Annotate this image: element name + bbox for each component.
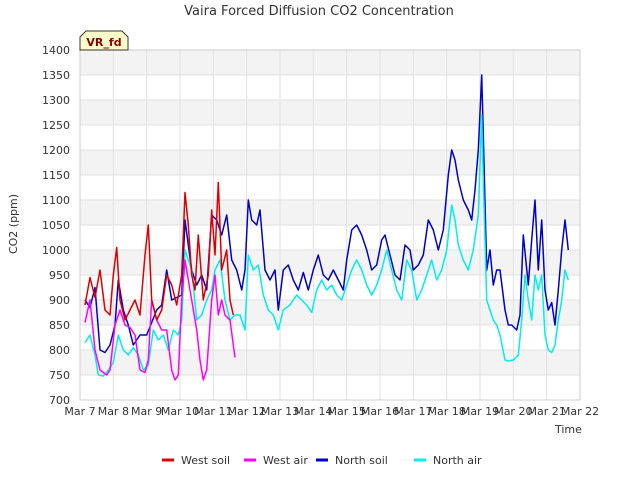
y-tick-label: 1000 xyxy=(42,244,70,257)
x-tick-label: Mar 12 xyxy=(228,405,266,418)
x-tick-label: Mar 9 xyxy=(131,405,162,418)
y-tick-label: 1350 xyxy=(42,69,70,82)
y-tick-label: 850 xyxy=(49,319,70,332)
y-tick-label: 950 xyxy=(49,269,70,282)
grid-band xyxy=(80,250,580,275)
badge-label: VR_fd xyxy=(86,36,121,49)
grid-band xyxy=(80,50,580,75)
series-line-west-soil xyxy=(84,181,235,321)
series-line-north-air xyxy=(84,114,570,377)
plot-frame xyxy=(79,49,581,401)
x-tick-label: Mar 14 xyxy=(294,405,332,418)
y-tick-label: 1150 xyxy=(42,169,70,182)
grid-band xyxy=(80,300,580,325)
y-tick-label: 1400 xyxy=(42,44,70,57)
y-tick-label: 900 xyxy=(49,294,70,307)
y-tick-label: 1200 xyxy=(42,144,70,157)
plot-background-bands xyxy=(80,50,580,375)
x-tick-label: Mar 15 xyxy=(328,405,366,418)
x-tick-label: Mar 18 xyxy=(428,405,466,418)
series-lines xyxy=(84,74,570,381)
x-axis-label: Time xyxy=(554,423,582,436)
series-line-west-air xyxy=(84,259,236,381)
y-tick-label: 700 xyxy=(49,394,70,407)
grid-band xyxy=(80,100,580,125)
y-tick-label: 800 xyxy=(49,344,70,357)
x-tick-label: Mar 19 xyxy=(461,405,499,418)
x-tick-label: Mar 8 xyxy=(98,405,129,418)
x-tick-label: Mar 11 xyxy=(194,405,232,418)
legend-label: North air xyxy=(433,454,482,467)
legend-label: North soil xyxy=(335,454,388,467)
y-tick-label: 1100 xyxy=(42,194,70,207)
legend-label: West air xyxy=(263,454,308,467)
legend-label: West soil xyxy=(181,454,230,467)
x-tick-label: Mar 13 xyxy=(261,405,299,418)
y-tick-label: 1050 xyxy=(42,219,70,232)
badge-background xyxy=(79,30,129,51)
y-tick-label: 1250 xyxy=(42,119,70,132)
y-tick-label: 750 xyxy=(49,369,70,382)
legend: West soil West air North soil North air xyxy=(162,454,482,467)
x-tick-label: Mar 22 xyxy=(561,405,599,418)
x-tick-label: Mar 17 xyxy=(394,405,432,418)
site-badge: VR_fd xyxy=(79,30,129,51)
grid-band xyxy=(80,350,580,375)
y-axis-ticks: 700 750 800 850 900 950 1000 1050 1100 1150 1200 12… xyxy=(42,44,70,407)
x-tick-label: Mar 16 xyxy=(361,405,399,418)
x-tick-label: Mar 7 xyxy=(64,405,95,418)
x-tick-label: Mar 21 xyxy=(528,405,566,418)
grid-band xyxy=(80,150,580,175)
chart-title: Vaira Forced Diffusion CO2 Concentration xyxy=(184,4,454,19)
x-tick-label: Mar 20 xyxy=(494,405,532,418)
y-axis-label: CO2 (ppm) xyxy=(7,194,20,254)
grid-band xyxy=(80,200,580,225)
x-tick-label: Mar 10 xyxy=(161,405,199,418)
y-tick-label: 1300 xyxy=(42,94,70,107)
